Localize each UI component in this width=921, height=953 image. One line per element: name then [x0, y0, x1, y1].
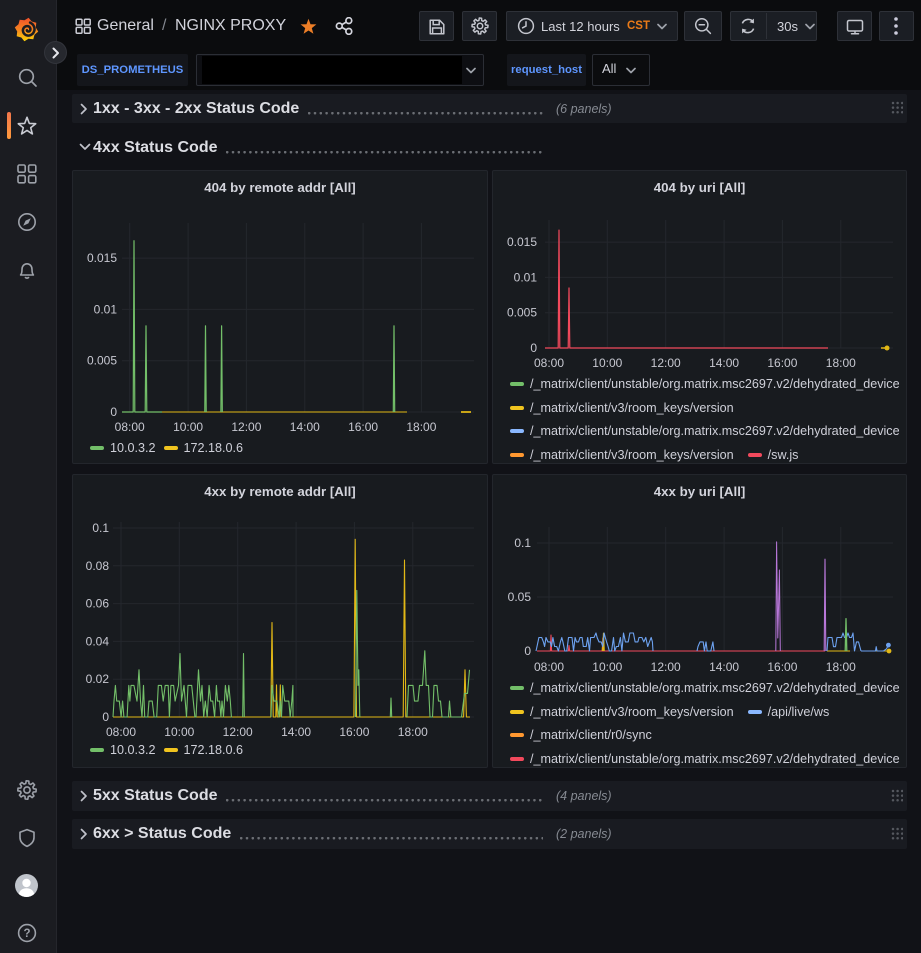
svg-text:18:00: 18:00 [406, 420, 436, 434]
svg-text:?: ? [23, 928, 30, 940]
svg-text:0.01: 0.01 [94, 302, 118, 316]
svg-text:0.015: 0.015 [507, 235, 537, 249]
svg-text:12:00: 12:00 [231, 420, 261, 434]
svg-text:10:00: 10:00 [173, 420, 203, 434]
svg-text:16:00: 16:00 [339, 725, 369, 739]
svg-text:0: 0 [524, 644, 531, 658]
svg-text:0.1: 0.1 [514, 536, 531, 550]
svg-text:14:00: 14:00 [709, 660, 739, 674]
svg-text:0: 0 [530, 341, 537, 355]
svg-text:16:00: 16:00 [767, 356, 797, 370]
svg-text:08:00: 08:00 [534, 660, 564, 674]
svg-text:10:00: 10:00 [592, 660, 622, 674]
svg-text:0.015: 0.015 [87, 251, 117, 265]
svg-text:0.06: 0.06 [86, 597, 110, 611]
svg-text:0: 0 [110, 405, 117, 419]
svg-text:14:00: 14:00 [281, 725, 311, 739]
svg-text:0: 0 [102, 710, 109, 724]
svg-text:0.04: 0.04 [86, 634, 110, 648]
svg-text:0.05: 0.05 [508, 590, 532, 604]
svg-text:14:00: 14:00 [290, 420, 320, 434]
svg-text:0.005: 0.005 [507, 306, 537, 320]
svg-text:08:00: 08:00 [534, 356, 564, 370]
svg-text:16:00: 16:00 [767, 660, 797, 674]
svg-text:16:00: 16:00 [348, 420, 378, 434]
svg-text:08:00: 08:00 [115, 420, 145, 434]
svg-text:18:00: 18:00 [826, 660, 856, 674]
svg-text:08:00: 08:00 [106, 725, 136, 739]
svg-text:14:00: 14:00 [709, 356, 739, 370]
svg-text:0.005: 0.005 [87, 354, 117, 368]
svg-text:18:00: 18:00 [398, 725, 428, 739]
svg-text:12:00: 12:00 [223, 725, 253, 739]
svg-text:18:00: 18:00 [826, 356, 856, 370]
svg-text:10:00: 10:00 [164, 725, 194, 739]
svg-text:12:00: 12:00 [651, 356, 681, 370]
svg-text:10:00: 10:00 [592, 356, 622, 370]
svg-text:0.08: 0.08 [86, 559, 110, 573]
svg-text:12:00: 12:00 [651, 660, 681, 674]
svg-text:0.1: 0.1 [92, 521, 109, 535]
svg-text:0.02: 0.02 [86, 672, 110, 686]
svg-text:0.01: 0.01 [514, 270, 538, 284]
